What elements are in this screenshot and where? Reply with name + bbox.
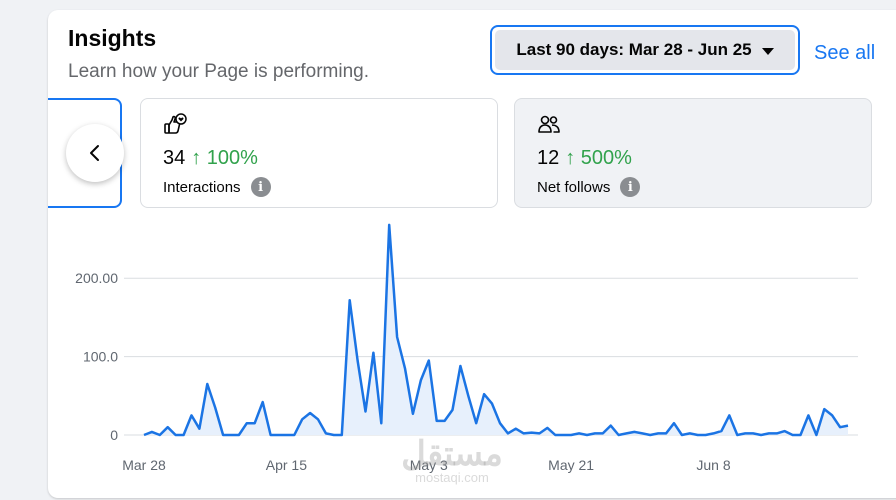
x-tick-label: May 3 bbox=[410, 457, 448, 473]
x-tick-label: May 21 bbox=[548, 457, 594, 473]
series-line bbox=[143, 223, 849, 437]
y-tick-label: 0 bbox=[110, 427, 118, 443]
x-tick-label: Apr 15 bbox=[266, 457, 307, 473]
thumbs-up-heart-icon bbox=[164, 113, 187, 134]
info-icon[interactable]: i bbox=[620, 177, 641, 197]
chevron-left-icon bbox=[90, 145, 99, 161]
page-subtitle: Learn how your Page is performing. bbox=[68, 61, 369, 82]
metric-card-interactions[interactable]: 34 ↑ 100% Interactions i bbox=[140, 98, 498, 208]
metric-change: ↑ 100% bbox=[191, 147, 258, 169]
people-icon bbox=[538, 115, 560, 133]
metric-card-net-follows[interactable]: 12 ↑ 500% Net follows i bbox=[514, 98, 872, 208]
x-tick-label: Jun 8 bbox=[696, 457, 730, 473]
previous-button[interactable] bbox=[66, 124, 124, 182]
series-area bbox=[144, 224, 848, 435]
date-range-dropdown[interactable]: Last 90 days: Mar 28 - Jun 25 bbox=[490, 25, 800, 75]
metric-value: 12 bbox=[537, 147, 560, 169]
watermark-subtext: mostaqi.com bbox=[415, 470, 489, 485]
info-icon[interactable]: i bbox=[250, 177, 271, 197]
metric-label: Interactions bbox=[163, 178, 241, 196]
page-title: Insights bbox=[68, 25, 157, 51]
watermark: مستقل mostaqi.com bbox=[392, 435, 512, 485]
y-tick-label: 200.00 bbox=[75, 270, 118, 286]
y-tick-label: 100.0 bbox=[83, 349, 118, 365]
watermark-text: مستقل bbox=[401, 435, 503, 473]
x-tick-label: Mar 28 bbox=[122, 457, 166, 473]
caret-down-icon bbox=[761, 47, 774, 55]
see-all-link[interactable]: See all bbox=[814, 42, 876, 64]
metric-label: Net follows bbox=[537, 178, 611, 196]
date-range-label: Last 90 days: Mar 28 - Jun 25 bbox=[516, 40, 752, 59]
metric-value: 34 bbox=[163, 147, 186, 169]
metric-change: ↑ 500% bbox=[565, 147, 632, 169]
